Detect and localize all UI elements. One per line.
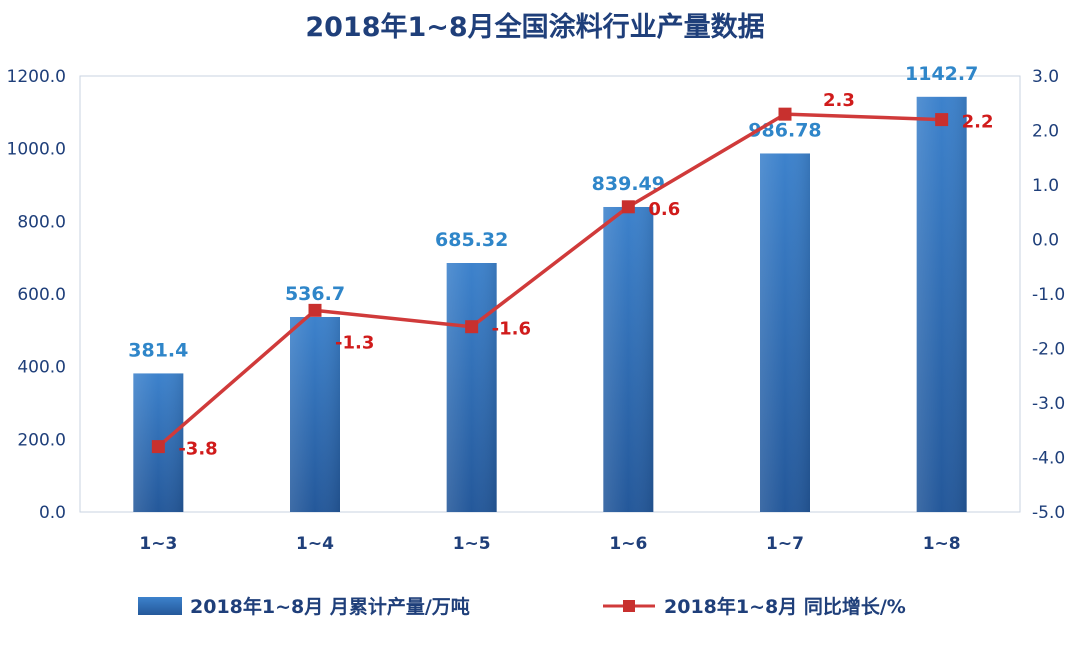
line-value-label: -1.3 xyxy=(335,332,374,353)
line-point-marker xyxy=(308,303,322,317)
line-value-label: 0.6 xyxy=(648,199,680,220)
y-right-tick-label: -2.0 xyxy=(1032,340,1065,360)
line-series xyxy=(151,107,949,454)
x-tick-label: 1~5 xyxy=(453,534,491,554)
legend-bar-label: 2018年1~8月 月累计产量/万吨 xyxy=(190,595,470,618)
bar-value-label: 1142.7 xyxy=(905,63,978,85)
bar-shade xyxy=(760,153,810,512)
bar-shade xyxy=(916,96,967,512)
y-left-tick-label: 200.0 xyxy=(17,430,66,450)
line-value-label: -3.8 xyxy=(178,439,217,460)
x-tick-label: 1~7 xyxy=(766,534,804,554)
y-right-tick-label: -5.0 xyxy=(1032,503,1065,523)
y-left-tick-label: 0.0 xyxy=(39,503,66,523)
y-right-tick-label: 3.0 xyxy=(1032,67,1059,87)
legend-line-marker xyxy=(623,600,635,612)
x-tick-label: 1~8 xyxy=(923,534,961,554)
line-labels: -3.8 -1.3 -1.6 0.6 2.3 2.2 xyxy=(178,90,993,459)
y-right-tick-label: -3.0 xyxy=(1032,394,1065,414)
y-right-tick-label: -1.0 xyxy=(1032,285,1065,305)
y-left-tick-label: 1200.0 xyxy=(7,67,66,87)
bar-shade xyxy=(290,316,340,512)
y-left-tick-label: 400.0 xyxy=(17,358,66,378)
x-tick-label: 1~3 xyxy=(139,534,177,554)
y-right-tick-label: 2.0 xyxy=(1032,122,1059,142)
y-right-axis: -5.0 -4.0 -3.0 -2.0 -1.0 0.0 1.0 2.0 3.0 xyxy=(1032,67,1065,523)
legend: 2018年1~8月 月累计产量/万吨 2018年1~8月 同比增长/% xyxy=(138,595,906,618)
line-point-marker xyxy=(935,113,949,127)
legend-bar-swatch xyxy=(138,597,182,615)
y-left-axis: 0.0 200.0 400.0 600.0 800.0 1000.0 1200.0 xyxy=(7,67,66,523)
x-tick-label: 1~6 xyxy=(609,534,647,554)
line-point-marker xyxy=(465,320,479,334)
bar-shade xyxy=(603,206,654,513)
bar-shade xyxy=(446,263,497,512)
line-value-label: 2.2 xyxy=(962,112,994,133)
x-tick-label: 1~4 xyxy=(296,534,334,554)
line-point-marker xyxy=(778,107,792,121)
y-right-tick-label: 0.0 xyxy=(1032,231,1059,251)
y-left-tick-label: 1000.0 xyxy=(7,140,66,160)
x-axis: 1~3 1~4 1~5 1~6 1~7 1~8 xyxy=(139,534,960,554)
growth-line-path xyxy=(157,112,942,448)
y-right-tick-label: 1.0 xyxy=(1032,176,1059,196)
legend-line-label: 2018年1~8月 同比增长/% xyxy=(664,595,906,618)
line-point-marker xyxy=(621,200,635,214)
plot-area xyxy=(79,75,1021,513)
y-right-tick-label: -4.0 xyxy=(1032,449,1065,469)
bar-series xyxy=(133,96,967,513)
bar-value-label: 536.7 xyxy=(285,283,345,305)
y-left-tick-label: 600.0 xyxy=(17,285,66,305)
y-left-tick-label: 800.0 xyxy=(17,212,66,232)
bar-value-label: 839.49 xyxy=(592,173,665,195)
line-value-label: 2.3 xyxy=(823,90,855,111)
chart-title: 2018年1~8月全国涂料行业产量数据 xyxy=(305,11,764,43)
bar-value-label: 685.32 xyxy=(435,229,508,251)
line-point-marker xyxy=(151,440,165,454)
line-value-label: -1.6 xyxy=(492,319,531,340)
bar-value-label: 381.4 xyxy=(128,339,188,361)
